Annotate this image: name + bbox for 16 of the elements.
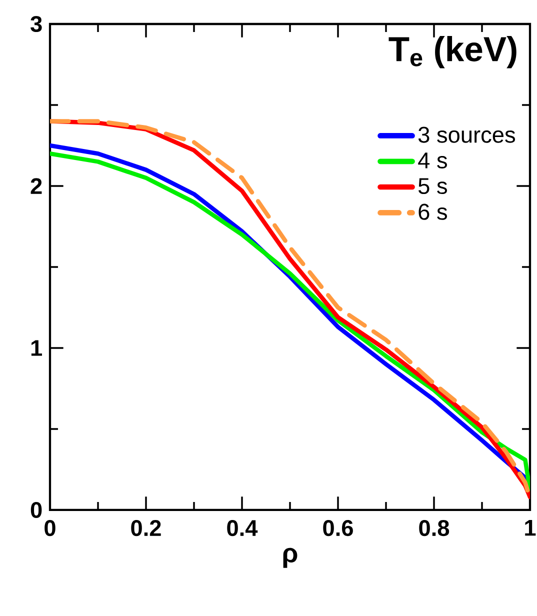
x-axis-title: ρ: [283, 548, 298, 568]
y-tick-label: 0: [30, 502, 42, 518]
y-tick-label: 2: [30, 178, 42, 194]
legend-label: 5 s: [418, 178, 447, 194]
x-tick-label: 1: [525, 520, 536, 536]
y-tick-label: 3: [30, 16, 42, 32]
y-tick-label: 1: [31, 340, 42, 356]
x-tick-label: 0.2: [131, 520, 161, 536]
legend-label: 3 sources: [418, 126, 516, 143]
legend-label: 6 s: [418, 204, 447, 220]
legend-label: 4 s: [418, 152, 447, 168]
x-tick-label: 0: [44, 520, 56, 536]
text: T$_{e}$ (keV): [388, 36, 516, 68]
x-tick-label: 0.4: [227, 520, 258, 536]
x-tick-label: 0.8: [419, 520, 450, 536]
x-tick-label: 0.6: [323, 520, 353, 536]
